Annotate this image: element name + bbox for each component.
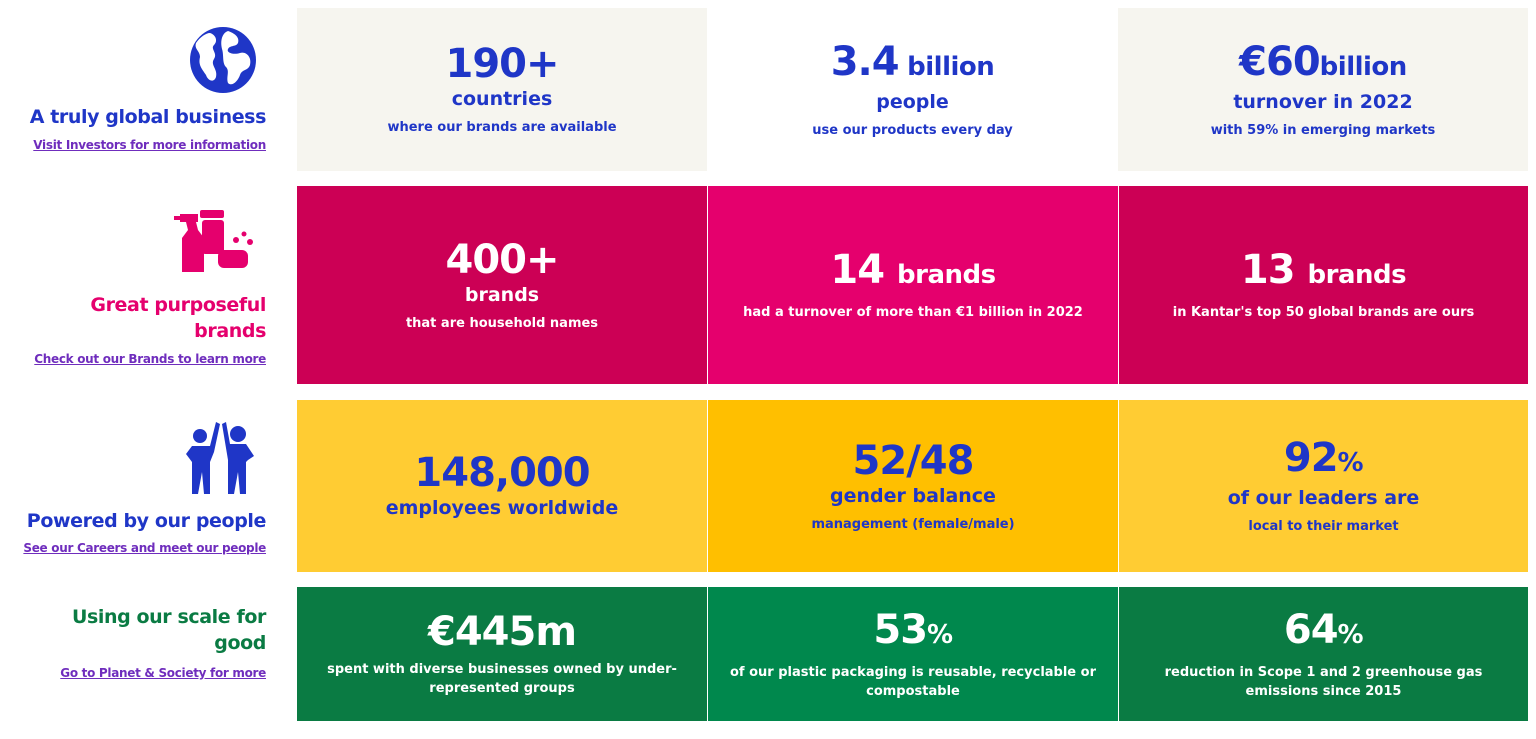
stat-unit: gender balance (830, 484, 996, 507)
stat-unit: employees worldwide (385, 497, 619, 519)
stat-tile-emissions: 64% reduction in Scope 1 and 2 greenhous… (1119, 587, 1528, 721)
stat-caption: spent with diverse businesses owned by u… (327, 662, 677, 696)
row-title: Powered by our people (26, 510, 267, 532)
stat-unit: of our leaders are (1227, 487, 1420, 509)
stat-value: 3.4 billion (830, 38, 995, 85)
careers-link[interactable]: See our Careers and meet our people (23, 541, 266, 555)
row-label: Powered by our people See our Careers an… (0, 392, 266, 580)
stat-value: 400+ (445, 236, 559, 283)
row-label: Using our scale for good Go to Planet & … (0, 580, 266, 739)
stat-caption: that are household names (405, 315, 599, 331)
stat-value: 53% (873, 606, 953, 653)
stat-caption: in Kantar's top 50 global brands are our… (1172, 305, 1475, 320)
brands-link[interactable]: Check out our Brands to learn more (34, 352, 266, 366)
row-label: Great purposeful brands Check out our Br… (0, 180, 266, 390)
stat-tile-local-leaders: 92% of our leaders are local to their ma… (1119, 400, 1528, 572)
stat-caption: local to their market (1248, 519, 1399, 534)
investors-link[interactable]: Visit Investors for more information (33, 138, 266, 152)
stat-value: 52/48 (852, 437, 975, 484)
row-title: Great purposeful brands (90, 294, 266, 342)
row-label: A truly global business Visit Investors … (0, 0, 266, 180)
planet-society-link[interactable]: Go to Planet & Society for more (60, 666, 266, 680)
stat-tile-400-brands: 400+ brands that are household names (297, 186, 707, 384)
stat-tile-gender-balance: 52/48 gender balance management (female/… (708, 400, 1118, 572)
stat-caption: of our plastic packaging is reusable, re… (729, 664, 1096, 699)
stat-value: 148,000 (414, 450, 590, 496)
row-purposeful-brands: Great purposeful brands Check out our Br… (0, 180, 1536, 390)
stat-unit: turnover in 2022 (1233, 90, 1413, 113)
stat-value: 13 brands (1240, 247, 1407, 293)
row-title: Using our scale for good (71, 606, 266, 654)
stat-caption: had a turnover of more than €1 billion i… (743, 305, 1083, 320)
stat-caption: management (female/male) (811, 516, 1015, 532)
stat-tile-people: 3.4 billion people use our products ever… (707, 8, 1118, 171)
stat-tile-plastic-packaging: 53% of our plastic packaging is reusable… (708, 587, 1118, 721)
household-products-icon (172, 208, 260, 282)
stat-value: 64% (1283, 606, 1364, 653)
row-title: A truly global business (29, 106, 267, 128)
globe-icon (188, 25, 258, 99)
stat-caption: reduction in Scope 1 and 2 greenhouse ga… (1164, 664, 1483, 699)
stat-value: 190+ (445, 41, 559, 87)
stat-value: 14 brands (830, 247, 996, 293)
stat-tile-countries: 190+ countries where our brands are avai… (297, 8, 707, 171)
stat-tile-diverse-spend: €445m spent with diverse businesses owne… (297, 587, 707, 721)
high-five-people-icon (182, 416, 258, 500)
stat-unit: brands (464, 283, 540, 306)
stat-caption: where our brands are available (387, 120, 617, 135)
stat-unit: countries (451, 88, 553, 110)
stat-value: 92% (1283, 435, 1364, 481)
stat-caption: with 59% in emerging markets (1210, 122, 1436, 138)
stat-tile-turnover: €60billion turnover in 2022 with 59% in … (1118, 8, 1528, 171)
stat-tile-13-brands: 13 brands in Kantar's top 50 global bran… (1119, 186, 1528, 384)
stat-value: €445m (427, 609, 577, 655)
stat-value: €60billion (1239, 38, 1407, 85)
stat-caption: use our products every day (812, 122, 1013, 138)
row-global-business: A truly global business Visit Investors … (0, 0, 1536, 180)
stat-tile-14-brands: 14 brands had a turnover of more than €1… (708, 186, 1118, 384)
row-scale-for-good: Using our scale for good Go to Planet & … (0, 580, 1536, 739)
stat-unit: people (876, 90, 949, 113)
row-our-people: Powered by our people See our Careers an… (0, 392, 1536, 580)
stat-tile-employees: 148,000 employees worldwide (297, 400, 707, 572)
